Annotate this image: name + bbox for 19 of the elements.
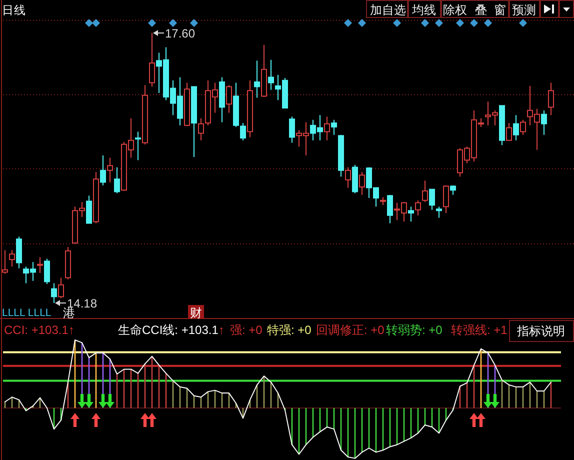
text: LLLL LLLL <box>2 307 52 319</box>
text: 强: +0 <box>230 323 263 337</box>
text: 指标说明 <box>516 324 565 338</box>
text: 转弱势: +0 <box>386 323 443 337</box>
text: 转强线: +1 <box>451 323 508 337</box>
text: 叠 <box>475 3 487 17</box>
text: 加自选 <box>370 3 406 17</box>
text: 港 <box>63 306 75 320</box>
text: 回调修正: +0 <box>316 323 385 337</box>
text: 特强: +0 <box>267 323 312 337</box>
text: 生命CCI线: +103.1↑ <box>118 323 224 337</box>
text: 除权 <box>443 3 467 17</box>
text: CCI: +103.1↑ <box>4 323 74 337</box>
text: 预测 <box>512 3 536 17</box>
annotation: 17.60 <box>165 26 196 40</box>
text: 窗 <box>494 3 506 17</box>
text: 财 <box>190 306 202 320</box>
chart-title: 日线 <box>2 4 26 17</box>
text: 均线 <box>411 3 436 17</box>
